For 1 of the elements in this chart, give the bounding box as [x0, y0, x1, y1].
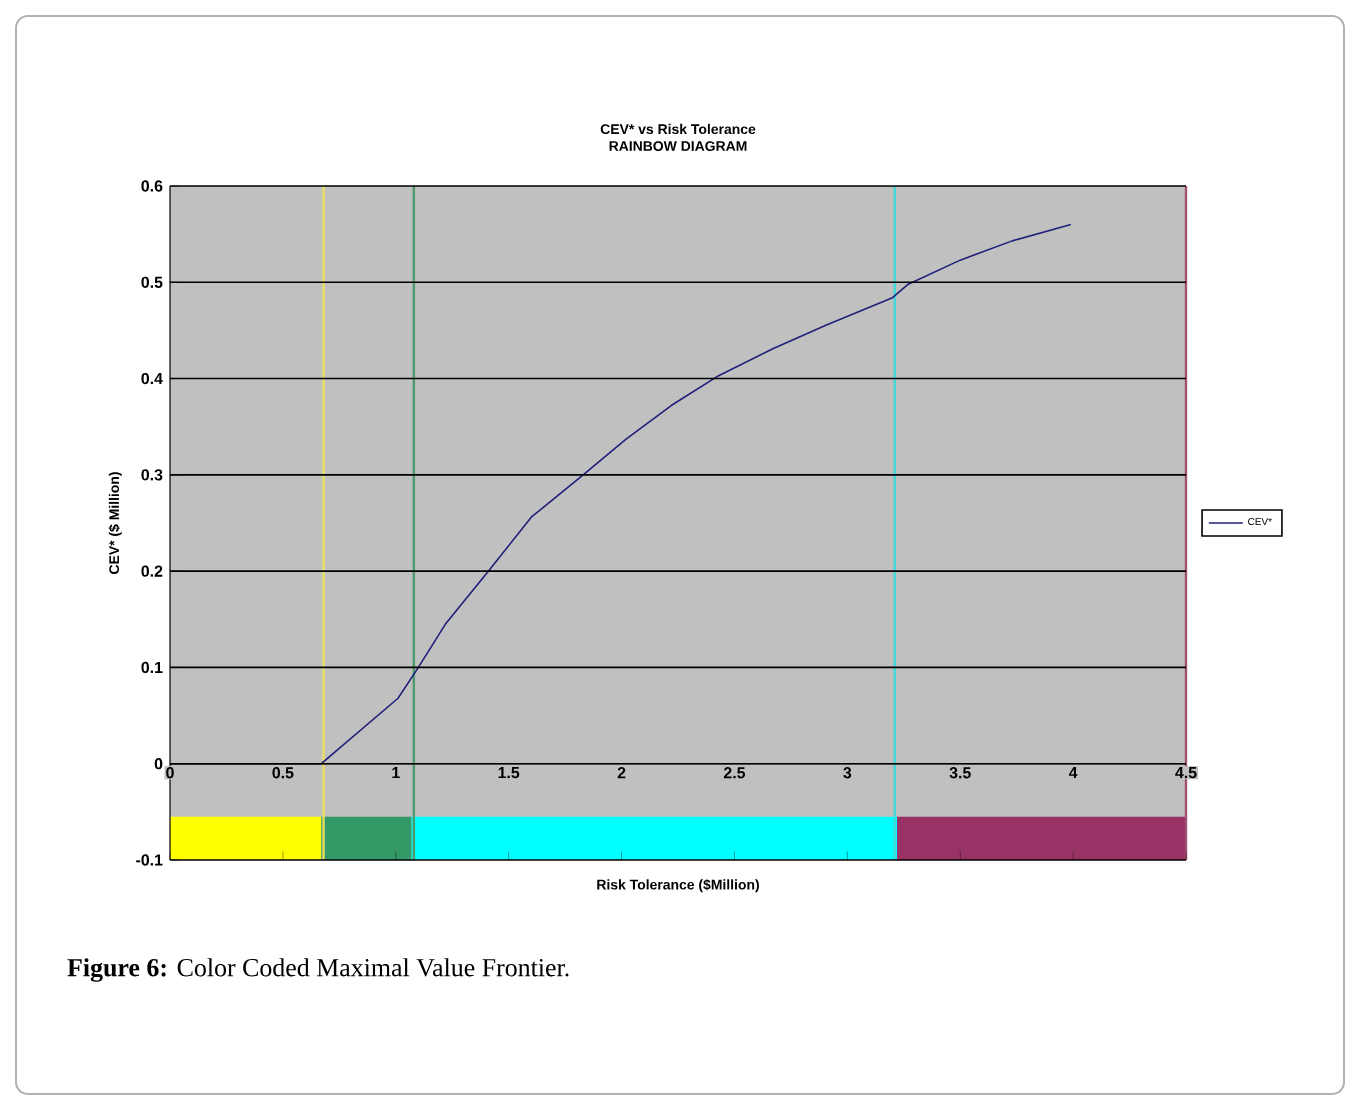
text: Figure 6: Color Coded Maximal Value Frontier.: [67, 958, 569, 982]
